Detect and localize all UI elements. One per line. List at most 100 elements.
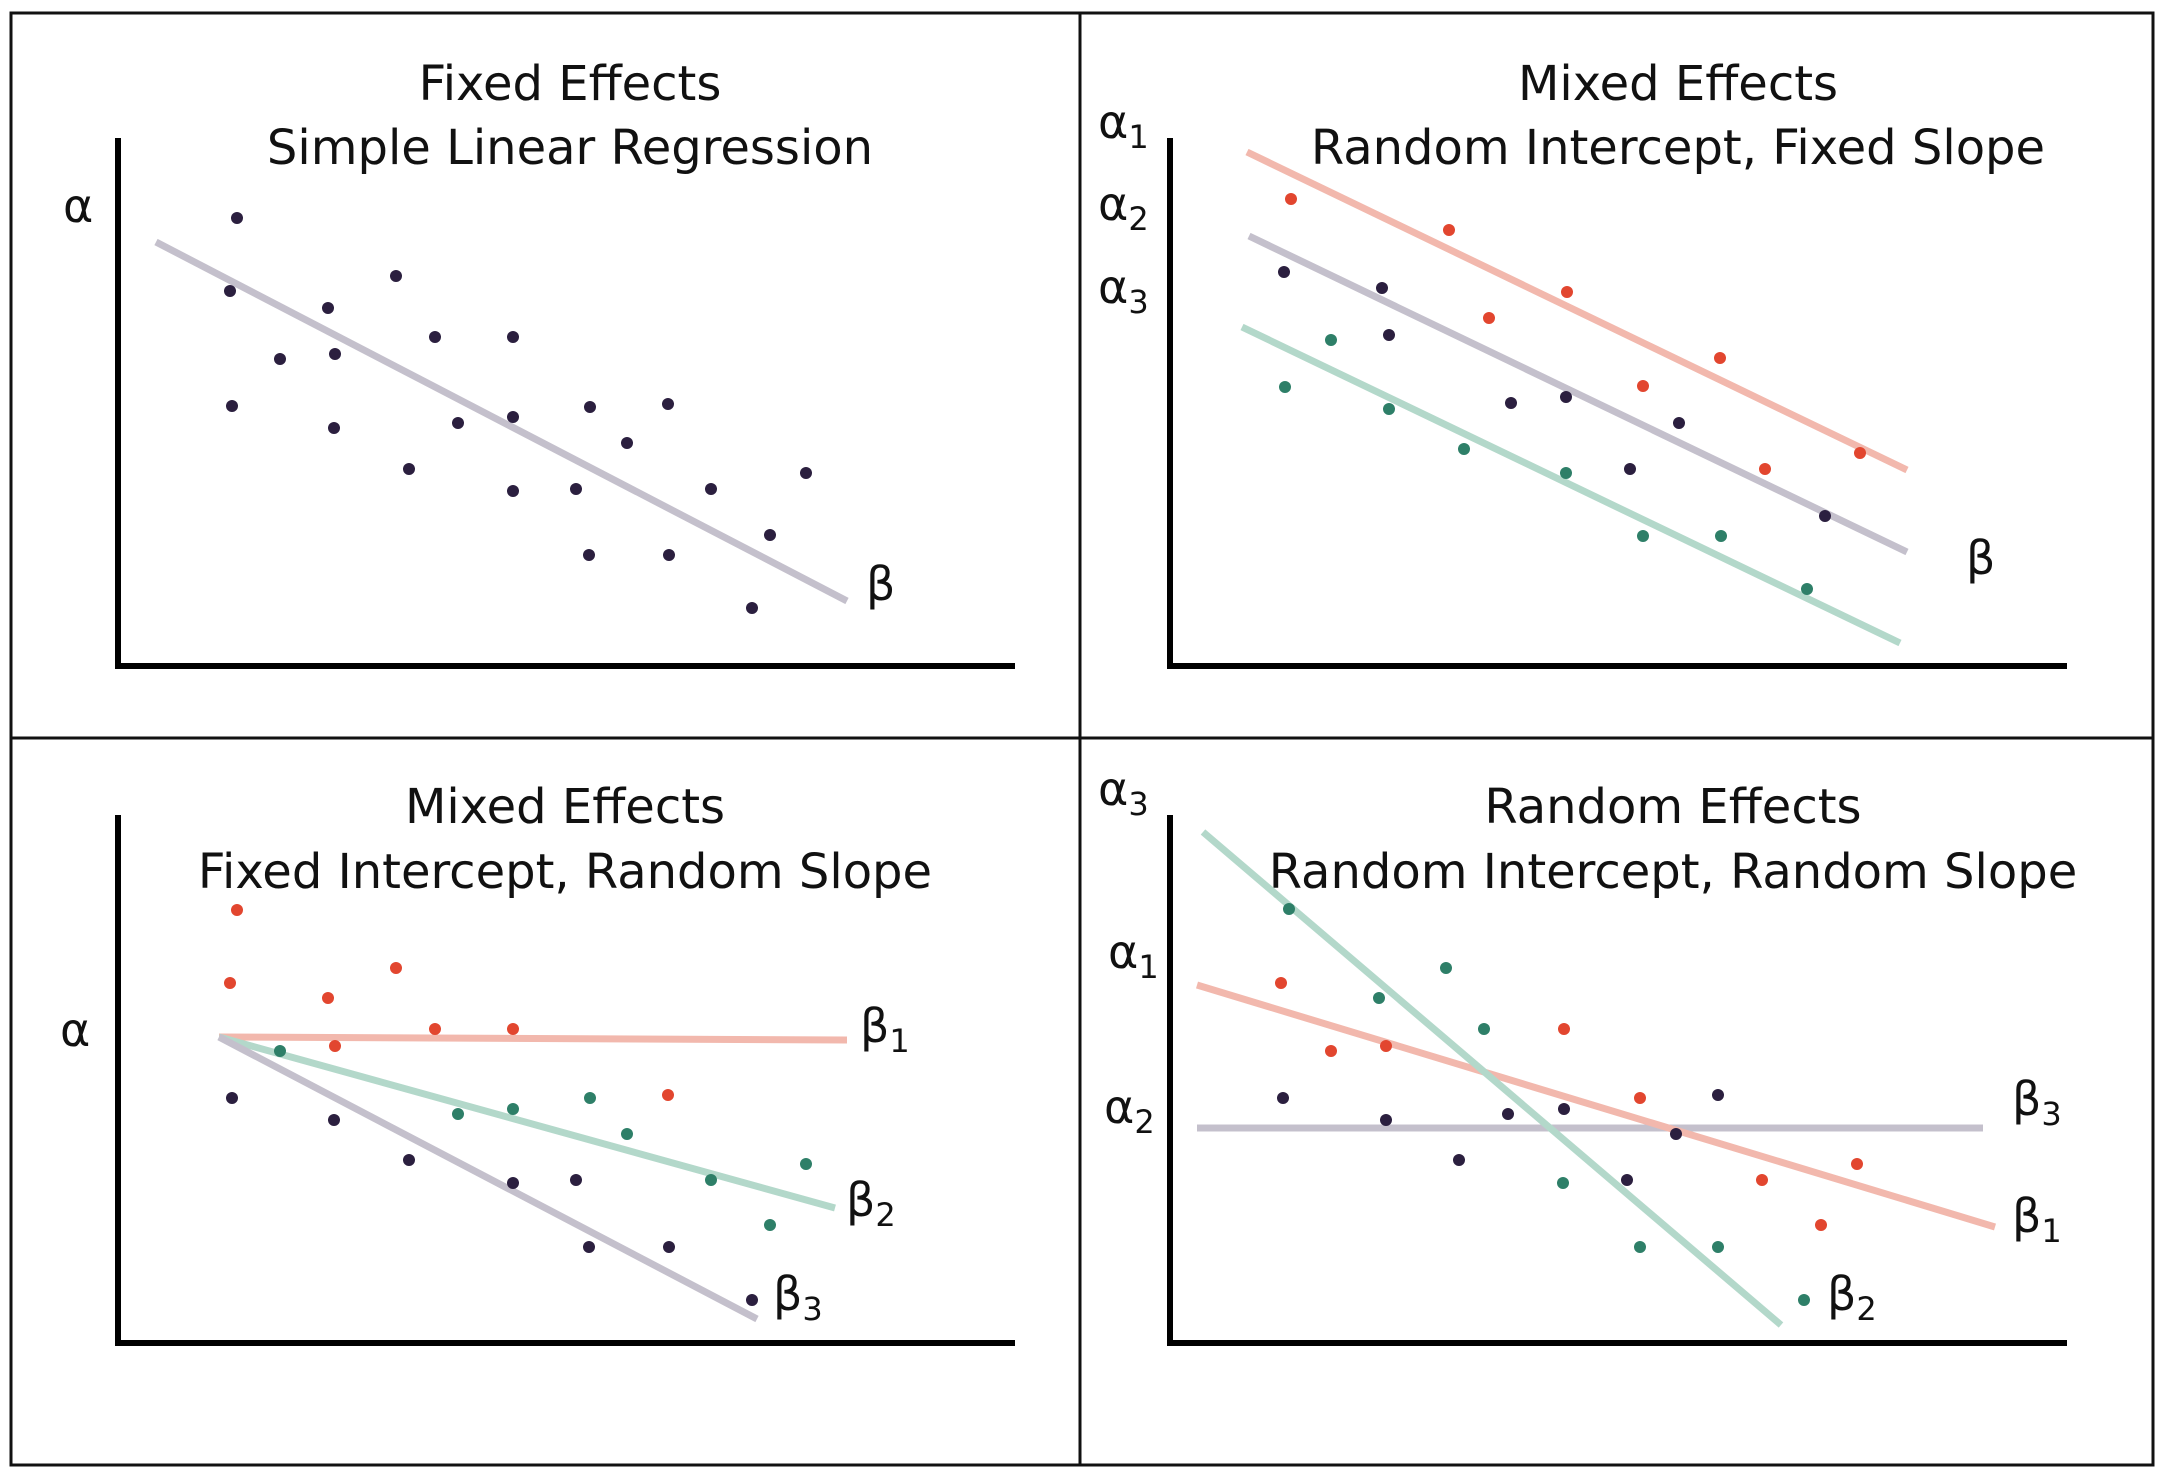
alpha-label: α — [60, 1003, 90, 1057]
data-point — [1325, 1045, 1337, 1057]
data-point — [1670, 1128, 1682, 1140]
data-point — [403, 463, 415, 475]
axes — [115, 815, 1015, 1346]
panel-title-line2: Random Intercept, Fixed Slope — [1311, 120, 2045, 176]
panel-fixed-effects: Fixed Effects Simple Linear Regression — [63, 56, 1015, 669]
data-points-red — [1275, 977, 1863, 1231]
beta-label: β — [866, 557, 895, 611]
data-point — [1325, 334, 1337, 346]
data-points-green — [1279, 334, 1813, 595]
panel-title-line2: Fixed Intercept, Random Slope — [198, 844, 932, 900]
svg-text:β2: β2 — [1827, 1267, 1877, 1328]
data-point — [1558, 1023, 1570, 1035]
data-point — [764, 1219, 776, 1231]
svg-text:α3: α3 — [1098, 762, 1149, 823]
data-points — [224, 212, 812, 614]
data-point — [329, 1040, 341, 1052]
data-point — [663, 1241, 675, 1253]
panel-random-slope: Mixed Effects Fixed Intercept, Random Sl… — [60, 779, 1015, 1346]
data-point — [1815, 1219, 1827, 1231]
regression-line-group3 — [1240, 323, 1902, 647]
data-point — [1621, 1174, 1633, 1186]
data-point — [322, 302, 334, 314]
data-point — [1383, 403, 1395, 415]
data-point — [621, 1128, 633, 1140]
data-point — [1715, 530, 1727, 542]
regression-line-group2 — [1247, 232, 1909, 556]
data-point — [1798, 1294, 1810, 1306]
data-points-red — [224, 904, 674, 1101]
beta3-label: β3 — [773, 1267, 823, 1328]
data-point — [1673, 417, 1685, 429]
data-point — [583, 549, 595, 561]
beta-label: β — [1966, 531, 1995, 585]
data-point — [584, 401, 596, 413]
data-point — [1502, 1108, 1514, 1120]
panel-title-line1: Random Effects — [1484, 779, 1861, 835]
alpha1-label: α1 — [1098, 95, 1149, 156]
data-point — [322, 992, 334, 1004]
data-point — [231, 212, 243, 224]
data-point — [1851, 1158, 1863, 1170]
alpha3-label: α3 — [1098, 260, 1149, 321]
alpha1-label: α1 — [1108, 925, 1159, 986]
data-point — [452, 1108, 464, 1120]
data-point — [1380, 1114, 1392, 1126]
data-point — [224, 285, 236, 297]
data-point — [1443, 224, 1455, 236]
regression-line — [154, 238, 849, 605]
svg-text:α1: α1 — [1098, 95, 1149, 156]
data-point — [800, 467, 812, 479]
panel-title-line2: Random Intercept, Random Slope — [1269, 844, 2077, 900]
alpha2-label: α2 — [1104, 1080, 1155, 1141]
data-point — [1557, 1177, 1569, 1189]
data-point — [1560, 391, 1572, 403]
data-point — [1505, 397, 1517, 409]
data-point — [705, 1174, 717, 1186]
data-point — [1285, 193, 1297, 205]
data-point — [662, 1089, 674, 1101]
data-point — [507, 411, 519, 423]
data-point — [231, 904, 243, 916]
data-point — [226, 1092, 238, 1104]
regression-line-group2 — [218, 1033, 836, 1212]
data-point — [226, 400, 238, 412]
data-point — [1560, 467, 1572, 479]
data-point — [1712, 1241, 1724, 1253]
axes — [115, 138, 1015, 669]
alpha2-label: α2 — [1098, 177, 1149, 238]
svg-text:β1: β1 — [860, 999, 910, 1060]
data-point — [1277, 1092, 1289, 1104]
data-point — [1278, 266, 1290, 278]
data-point — [746, 1294, 758, 1306]
panel-title-line1: Mixed Effects — [405, 779, 725, 835]
panel-title-line1: Fixed Effects — [419, 56, 722, 112]
regression-line-group2 — [1200, 829, 1784, 1328]
data-point — [663, 549, 675, 561]
data-point — [390, 270, 402, 282]
data-point — [1634, 1241, 1646, 1253]
panel-random-effects: Random Effects Random Intercept, Random … — [1098, 762, 2077, 1346]
data-points-dark — [1277, 1089, 1724, 1186]
svg-text:β: β — [866, 557, 895, 611]
data-point — [507, 1177, 519, 1189]
data-point — [403, 1154, 415, 1166]
svg-text:β3: β3 — [773, 1267, 823, 1328]
data-point — [429, 331, 441, 343]
data-point — [1712, 1089, 1724, 1101]
data-point — [1283, 903, 1295, 915]
data-points-dark — [226, 1092, 758, 1306]
panel-title-line2: Simple Linear Regression — [267, 120, 873, 176]
data-point — [662, 398, 674, 410]
svg-text:α: α — [63, 179, 93, 233]
data-points-green — [274, 1045, 812, 1231]
data-point — [1634, 1092, 1646, 1104]
data-point — [1483, 312, 1495, 324]
data-point — [1279, 381, 1291, 393]
svg-text:α2: α2 — [1098, 177, 1149, 238]
data-point — [224, 977, 236, 989]
panel-title-line1: Mixed Effects — [1518, 56, 1838, 112]
data-point — [1801, 583, 1813, 595]
data-point — [1376, 282, 1388, 294]
